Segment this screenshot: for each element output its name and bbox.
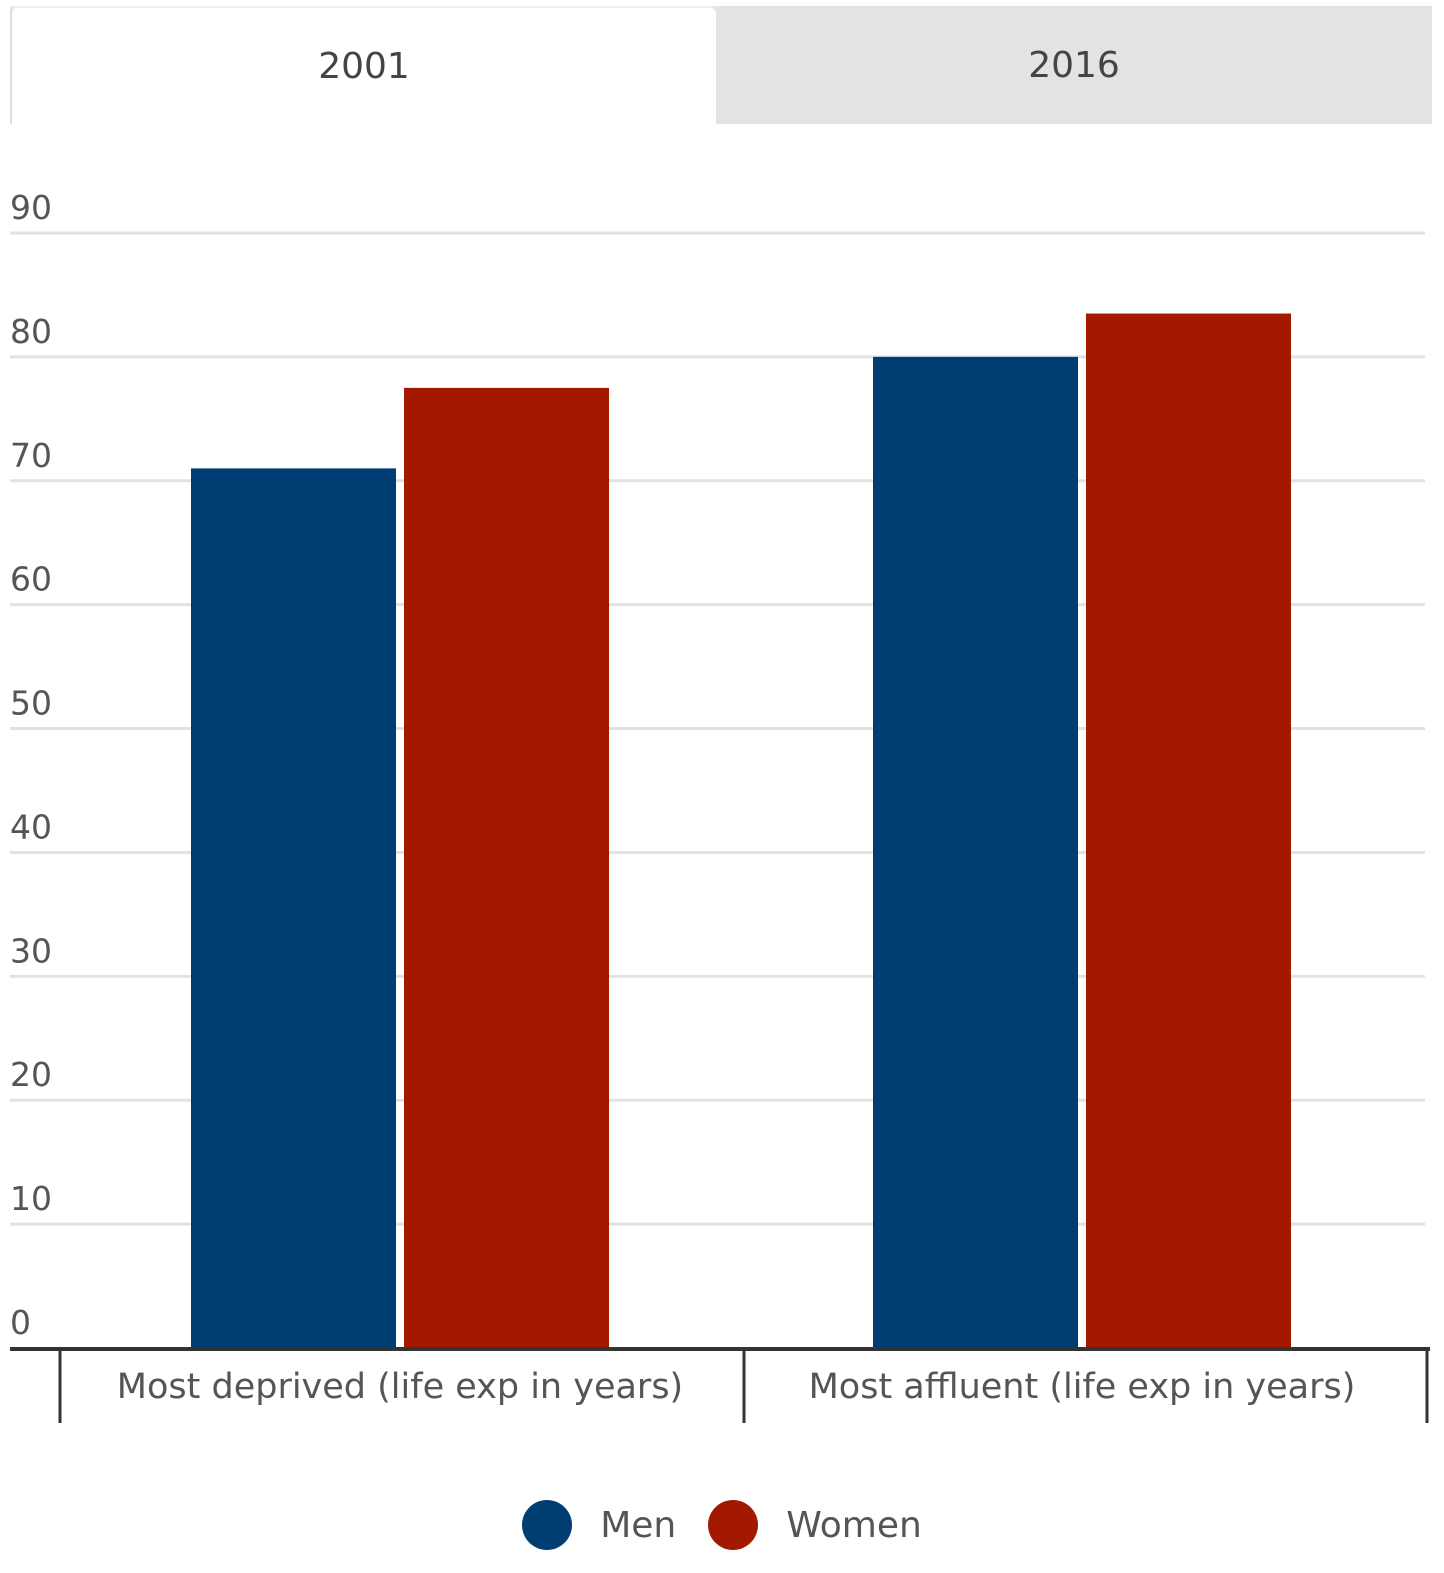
y-tick-label-60: 60: [10, 560, 52, 599]
y-tick-label-20: 20: [10, 1055, 52, 1094]
y-tick-label-0: 0: [10, 1303, 31, 1342]
legend-swatch-men: [522, 1500, 573, 1550]
legend-item-women[interactable]: Women: [708, 1500, 922, 1550]
year-tab-bar: 2001 2016: [10, 6, 1432, 124]
bar-women-most-affluent: [1086, 313, 1291, 1348]
y-tick-label-90: 90: [10, 188, 52, 227]
y-tick-label-30: 30: [10, 931, 52, 970]
legend-item-men[interactable]: Men: [522, 1500, 676, 1550]
y-tick-label-70: 70: [10, 436, 52, 475]
y-tick-label-10: 10: [10, 1179, 52, 1218]
y-tick-label-50: 50: [10, 684, 52, 723]
legend-label-women: Women: [786, 1504, 922, 1546]
legend-swatch-women: [708, 1500, 759, 1550]
legend-label-men: Men: [600, 1504, 677, 1546]
x-category-label-most-deprived: Most deprived (life exp in years): [117, 1367, 683, 1407]
chart-legend: Men Women: [0, 1500, 1444, 1550]
x-category-label-most-affluent: Most affluent (life exp in years): [809, 1367, 1356, 1407]
tab-2016[interactable]: 2016: [716, 6, 1432, 124]
bar-women-most-deprived: [404, 387, 609, 1349]
tab-2001[interactable]: 2001: [10, 6, 716, 124]
y-tick-label-80: 80: [10, 312, 52, 351]
bar-men-most-affluent: [873, 356, 1078, 1348]
bar-men-most-deprived: [191, 468, 396, 1348]
bar-chart: 0 10 20 30 40 50 60 70 80 90 Most deprived (life e…: [10, 188, 1430, 1423]
y-tick-label-40: 40: [10, 807, 52, 846]
